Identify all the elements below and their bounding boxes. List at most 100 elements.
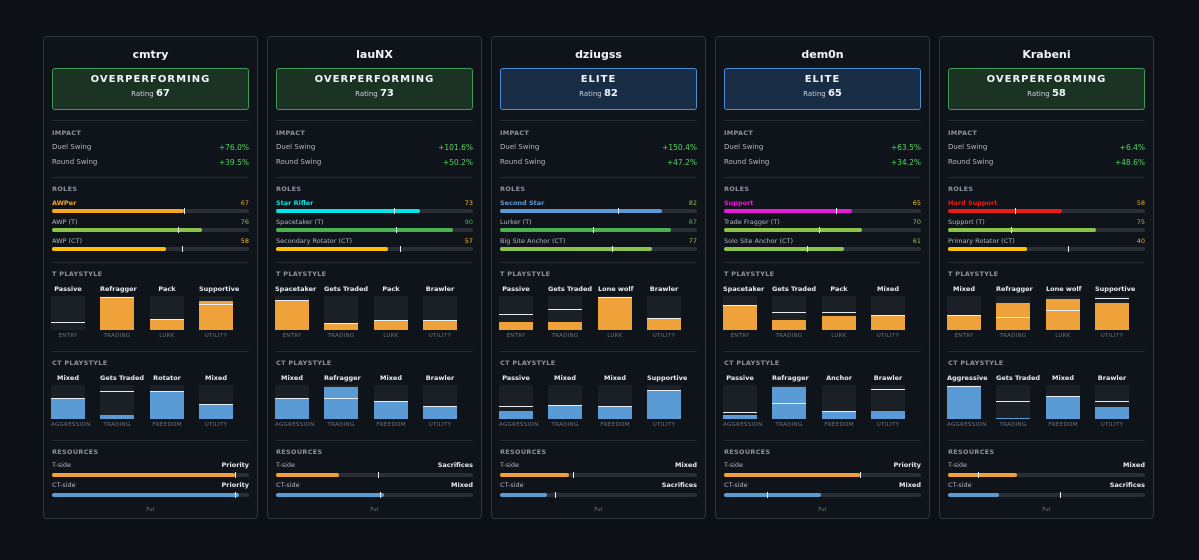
ct-playstyle-cell: Aggressive AGGRESSION (947, 374, 988, 428)
tier-badge: OVERPERFORMING Rating 67 (52, 68, 249, 110)
rating-line: Rating 65 (725, 88, 920, 99)
role-row: Spacetaker (T) 90 (276, 218, 473, 228)
divider (500, 177, 697, 178)
t-resource-bar (948, 472, 1145, 478)
role-value: 61 (912, 237, 921, 245)
role-bar (52, 227, 249, 233)
playstyle-marker (150, 390, 184, 392)
resources-heading: RESOURCES (276, 448, 323, 456)
role-value: 82 (688, 199, 697, 207)
t-resource-bar (500, 472, 697, 478)
playstyle-category: FREEDOM (824, 422, 854, 428)
tier-label: OVERPERFORMING (314, 74, 435, 85)
ct-resource-fill (276, 493, 385, 497)
role-row: Second Star 82 (500, 199, 697, 209)
t-playstyle-heading: T PLAYSTYLE (52, 270, 103, 278)
playstyle-marker (723, 412, 757, 414)
t-playstyle-cell: Pack LURK (822, 285, 856, 339)
t-playstyle-cell: Passive ENTRY (499, 285, 533, 339)
playstyle-meter (100, 385, 134, 419)
playstyle-marker (51, 397, 85, 399)
role-value: 58 (1136, 199, 1145, 207)
role-bar-marker (818, 227, 820, 233)
playstyle-fill (1046, 299, 1080, 330)
playstyle-marker (996, 317, 1030, 319)
playstyle-marker (324, 398, 358, 400)
playstyle-category: AGGRESSION (499, 422, 539, 428)
playstyle-category: TRADING (327, 333, 355, 339)
playstyle-category: TRADING (775, 422, 803, 428)
playstyle-marker (871, 314, 905, 316)
role-row: Trade Fragger (T) 70 (724, 218, 921, 228)
role-value: 75 (1136, 218, 1145, 226)
t-playstyle-heading: T PLAYSTYLE (948, 270, 999, 278)
t-playstyle-cell: Gets Traded TRADING (772, 285, 816, 339)
playstyle-meter (100, 296, 134, 330)
t-playstyle-cell: Gets Traded TRADING (548, 285, 592, 339)
role-label: Primary Rotator (CT) (948, 237, 1015, 245)
player-name: cmtry (132, 48, 169, 61)
round-swing-value: +50.2% (442, 158, 473, 167)
playstyle-meter (199, 296, 233, 330)
playstyle-title: Brawler (873, 374, 903, 382)
round-swing-value: +34.2% (890, 158, 921, 167)
playstyle-meter (647, 296, 681, 330)
playstyle-marker (871, 389, 905, 391)
t-resource-bar (276, 472, 473, 478)
roles-heading: ROLES (948, 185, 974, 193)
playstyle-meter (499, 385, 533, 419)
role-label: Support (T) (948, 218, 985, 226)
rating-line: Rating 58 (949, 88, 1144, 99)
roles-heading: ROLES (724, 185, 750, 193)
playstyle-marker (1095, 401, 1129, 402)
rating-label: Rating (803, 90, 826, 98)
ct-resource-fill (500, 493, 548, 497)
role-label: Support (724, 199, 754, 207)
role-value: 57 (464, 237, 473, 245)
role-label: Spacetaker (T) (276, 218, 324, 226)
ct-resource-bar (948, 492, 1145, 498)
role-bar (276, 246, 473, 252)
impact-heading: IMPACT (724, 129, 754, 137)
role-bar-marker (1014, 208, 1016, 214)
playstyle-marker (374, 401, 408, 402)
playstyle-fill (598, 297, 632, 330)
role-bar (52, 208, 249, 214)
role-bar-fill (52, 247, 167, 251)
tier-label: ELITE (804, 74, 841, 85)
playstyle-meter (947, 385, 981, 419)
divider (500, 351, 697, 352)
ct-resource-label: Sacrifices (1109, 481, 1145, 489)
card-footer: Fut (594, 507, 603, 513)
tier-label: OVERPERFORMING (986, 74, 1107, 85)
ct-playstyle-cell: Brawler UTILITY (1095, 374, 1129, 428)
role-bar (948, 227, 1145, 233)
playstyle-title: Gets Traded (100, 374, 145, 382)
playstyle-title: Spacetaker (275, 285, 317, 293)
playstyle-fill (548, 406, 582, 419)
playstyle-marker (1095, 298, 1129, 300)
playstyle-category: TRADING (103, 422, 131, 428)
role-label: Secondary Rotator (CT) (276, 237, 353, 245)
role-label: Trade Fragger (T) (724, 218, 780, 226)
rating-value: 67 (155, 88, 170, 99)
role-bar-fill (52, 209, 184, 213)
ct-resource-label: Sacrifices (661, 481, 697, 489)
t-resource-fill (276, 473, 340, 477)
playstyle-meter (723, 296, 757, 330)
t-resource-marker (572, 472, 574, 478)
ct-resource-label: Mixed (899, 481, 921, 489)
role-row: AWP (CT) 58 (52, 237, 249, 247)
rating-value: 82 (603, 88, 618, 99)
playstyle-marker (647, 390, 681, 392)
resources-heading: RESOURCES (500, 448, 547, 456)
playstyle-meter (871, 385, 905, 419)
divider (948, 120, 1145, 121)
t-side-label: T-side (724, 461, 744, 469)
playstyle-title: Brawler (649, 285, 679, 293)
player-name: Krabeni (1022, 48, 1071, 61)
playstyle-category: LURK (1055, 333, 1071, 339)
playstyle-title: Passive (502, 285, 530, 293)
t-playstyle-cell: Spacetaker ENTRY (275, 285, 317, 339)
playstyle-title: Mixed (1052, 374, 1074, 382)
